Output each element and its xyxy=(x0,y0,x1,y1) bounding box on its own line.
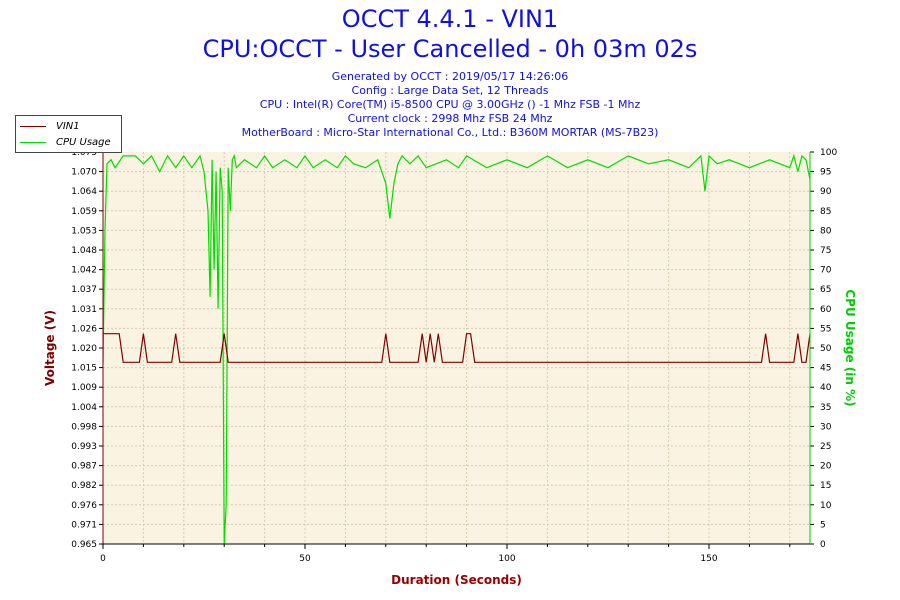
legend: VIN1 CPU Usage xyxy=(15,115,122,153)
y-tick-label: 1.075 xyxy=(71,148,97,158)
y2-tick-label: 80 xyxy=(820,226,832,236)
y2-tick-label: 90 xyxy=(820,187,832,197)
y-tick-label: 1.070 xyxy=(71,168,97,178)
y2-tick-label: 55 xyxy=(820,324,831,334)
chart-title: OCCT 4.4.1 - VIN1 xyxy=(341,5,559,33)
x-tick-label: 150 xyxy=(700,554,717,564)
y2-tick-label: 10 xyxy=(820,501,832,511)
y2-tick-label: 20 xyxy=(820,462,832,472)
series-line-vin1 xyxy=(103,333,811,363)
y-tick-label: 1.031 xyxy=(71,305,97,315)
y-tick-label: 1.048 xyxy=(71,246,97,256)
x-tick-label: 0 xyxy=(100,554,106,564)
y2-tick-label: 0 xyxy=(820,540,826,550)
y-tick-label: 0.965 xyxy=(71,540,97,550)
y-tick-label: 1.059 xyxy=(71,207,97,217)
y-tick-label: 1.009 xyxy=(71,383,97,393)
x-tick-label: 100 xyxy=(498,554,515,564)
y-tick-label: 1.015 xyxy=(71,364,97,374)
y-tick-label: 1.037 xyxy=(71,285,97,295)
y-tick-label: 0.987 xyxy=(71,462,97,472)
y2-tick-label: 75 xyxy=(820,246,831,256)
x-axis-label: Duration (Seconds) xyxy=(391,573,522,587)
y-tick-label: 1.020 xyxy=(71,344,97,354)
y-tick-label: 0.982 xyxy=(71,481,97,491)
y-tick-label: 1.042 xyxy=(71,266,97,276)
y2-tick-label: 60 xyxy=(820,305,832,315)
y2-tick-label: 100 xyxy=(820,148,837,158)
y2-tick-label: 85 xyxy=(820,207,831,217)
y-tick-label: 0.993 xyxy=(71,442,97,452)
y-tick-label: 1.004 xyxy=(71,403,97,413)
legend-item-vin1: VIN1 xyxy=(20,119,80,133)
axes: 0.965 0.971 0.976 0.982 0.987 0.993 0.998 1.004… xyxy=(71,148,837,564)
y2-tick-label: 5 xyxy=(820,520,826,530)
y2-tick-label: 35 xyxy=(820,403,831,413)
y-tick-label: 1.053 xyxy=(71,226,97,236)
legend-swatch-cpu xyxy=(20,141,46,143)
info-motherboard: MotherBoard : Micro-Star International C… xyxy=(241,126,659,139)
y2-tick-label: 30 xyxy=(820,422,832,432)
y2-axis-label: CPU Usage (in %) xyxy=(843,289,857,406)
series-line-cpu-usage xyxy=(102,153,811,545)
info-cpu: CPU : Intel(R) Core(TM) i5-8500 CPU @ 3.… xyxy=(259,98,641,111)
grid xyxy=(103,152,810,544)
y-tick-label: 0.976 xyxy=(71,501,97,511)
chart-subtitle: CPU:OCCT - User Cancelled - 0h 03m 02s xyxy=(202,35,698,63)
y2-tick-label: 95 xyxy=(820,168,831,178)
info-config: Config : Large Data Set, 12 Threads xyxy=(351,84,549,97)
y-tick-label: 1.026 xyxy=(71,324,97,334)
y-tick-label: 0.971 xyxy=(71,520,97,530)
info-clock: Current clock : 2998 Mhz FSB 24 Mhz xyxy=(347,112,553,125)
y-tick-label: 1.064 xyxy=(71,187,97,197)
y2-tick-label: 15 xyxy=(820,481,831,491)
x-tick-label: 50 xyxy=(299,554,311,564)
info-generated: Generated by OCCT : 2019/05/17 14:26:06 xyxy=(331,70,569,83)
y-axis-label: Voltage (V) xyxy=(43,310,57,386)
y2-tick-label: 45 xyxy=(820,364,831,374)
legend-label-cpu: CPU Usage xyxy=(56,136,111,148)
y2-tick-label: 40 xyxy=(820,383,832,393)
y2-tick-label: 25 xyxy=(820,442,831,452)
y2-tick-label: 70 xyxy=(820,266,832,276)
y2-tick-label: 65 xyxy=(820,285,831,295)
legend-label-vin1: VIN1 xyxy=(56,120,80,132)
series-layer xyxy=(102,153,811,545)
y2-tick-label: 50 xyxy=(820,344,832,354)
y-tick-label: 0.998 xyxy=(71,422,97,432)
legend-item-cpu: CPU Usage xyxy=(20,135,111,149)
legend-swatch-vin1 xyxy=(20,125,46,127)
